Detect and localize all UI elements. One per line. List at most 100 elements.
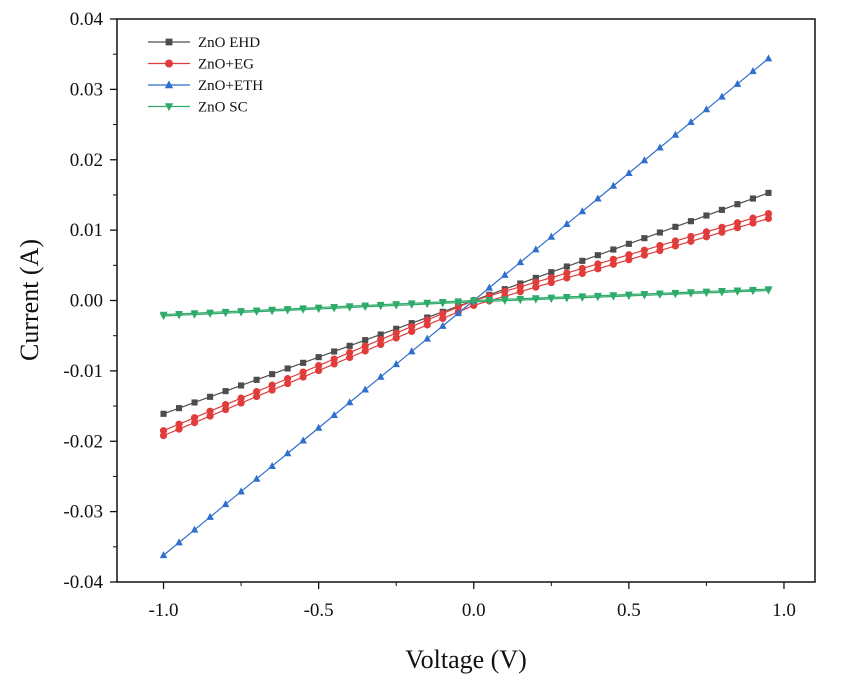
data-point [206,412,214,420]
data-point [423,316,431,324]
data-point [407,301,416,309]
data-point [361,347,369,355]
data-point [579,257,586,264]
data-point [190,525,199,533]
data-point [423,301,432,309]
data-point [749,195,757,202]
data-series [159,54,773,559]
data-point [299,368,307,376]
data-point [283,449,292,457]
y-tick-label: 0.03 [70,79,103,100]
data-point [284,365,291,372]
data-point [718,92,726,100]
data-point [207,393,214,400]
data-point [594,252,601,259]
data-point [656,291,664,299]
data-point [159,313,168,321]
data-point [314,306,323,314]
x-tick-label: 0.5 [617,600,641,621]
data-point [500,297,509,305]
data-point [315,366,323,375]
data-point [454,299,463,307]
x-tick-label: 1.0 [772,600,796,621]
legend-marker [165,38,173,46]
data-point [671,130,680,138]
data-point [376,303,385,311]
data-point [702,290,711,298]
data-point [594,265,602,273]
data-point [500,270,509,278]
legend-marker [164,103,174,112]
data-point [268,386,276,394]
data-point [656,242,664,250]
data-point [532,296,540,304]
data-point [485,298,494,306]
data-point [640,156,649,164]
data-point [206,310,214,319]
legend-label: ZnO+ETH [198,78,263,94]
data-point [516,297,525,305]
data-point [733,224,742,232]
data-point [563,274,571,282]
data-point [734,201,741,208]
data-point [175,420,183,428]
data-point [749,219,757,227]
y-tick-label: 0.01 [70,220,103,241]
data-point [408,327,416,336]
data-point [361,385,369,393]
data-point [175,312,183,320]
y-tick-label: -0.03 [63,502,103,523]
data-point [656,143,664,151]
data-point [671,237,680,245]
data-point [221,500,230,508]
data-point [221,405,230,414]
data-point [392,329,400,337]
data-point [733,219,742,227]
data-point [609,293,618,301]
data-point [532,274,539,281]
y-axis-title: Current (A) [15,239,44,361]
data-point [485,283,494,291]
data-point [656,229,663,236]
series-line [163,289,769,317]
data-point [159,427,168,435]
axis-ticks: -1.0 -0.5 0.0 0.5 1.0 -0.04 -0.03 -0.02 -0.01 0.0… [63,9,795,621]
data-point [283,307,292,315]
data-point [733,79,742,87]
legend-entry: ZnO+ETH [148,78,263,94]
data-point [237,309,245,317]
series-line [163,217,769,437]
x-tick-label: 0.0 [462,600,486,621]
data-point [516,258,525,266]
series-zno-eth [159,54,773,559]
legend-entry: ZnO SC [148,100,248,116]
data-point [625,168,633,177]
data-point [252,308,261,316]
data-point [237,487,245,495]
data-point [438,321,447,329]
x-tick-label: -1.0 [148,600,178,621]
data-point [423,321,431,329]
y-tick-label: -0.04 [63,572,103,593]
data-point [439,314,447,323]
data-point [578,207,587,215]
data-point [702,233,711,241]
data-point [392,302,400,310]
data-point [687,290,695,298]
data-point [392,360,400,368]
data-point [268,461,276,469]
data-point [578,264,586,273]
data-point [253,388,261,396]
data-point [377,331,384,338]
data-point [330,305,338,313]
data-point [764,209,773,218]
data-point [563,263,570,270]
data-point [159,551,168,559]
data-point [702,228,711,236]
data-point [656,246,664,255]
data-point [253,376,260,383]
data-point [610,246,617,253]
data-point [438,300,447,308]
data-point [625,251,633,259]
legend-label: ZnO EHD [198,35,260,51]
